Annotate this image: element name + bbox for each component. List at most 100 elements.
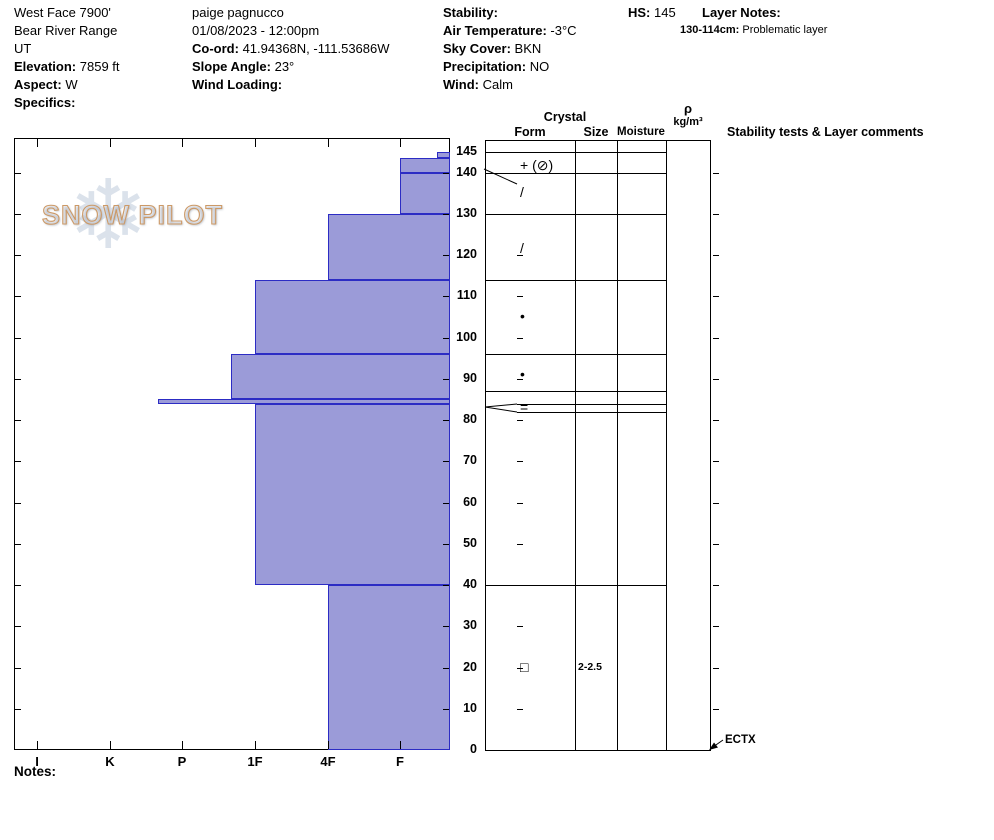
depth-tick-right xyxy=(443,213,449,215)
table-border-top xyxy=(485,140,711,141)
aspect: Aspect: W xyxy=(14,76,120,94)
hardness-axis-label: P xyxy=(177,754,187,769)
comments-column-tick xyxy=(713,708,719,710)
comments-column-tick xyxy=(713,585,719,586)
elevation-label: Elevation: xyxy=(14,59,77,74)
form-column-tick xyxy=(517,461,523,463)
site-name: West Face 7900' xyxy=(14,5,111,20)
moisture-density-divider xyxy=(666,140,667,750)
depth-tick-label: 30 xyxy=(463,618,477,633)
precipitation: Precipitation: NO xyxy=(443,58,577,76)
logo-text: SNOW PILOT xyxy=(41,199,223,230)
air-temp-label: Air Temperature: xyxy=(443,23,547,38)
sky-cover-label: Sky Cover: xyxy=(443,41,511,56)
sky-cover: Sky Cover: BKN xyxy=(443,40,577,58)
depth-tick-right xyxy=(443,172,449,174)
depth-tick-right xyxy=(443,502,449,504)
grain-size-label: 2-2.5 xyxy=(578,660,602,673)
depth-tick-left xyxy=(15,461,21,463)
crystal-header: Crystal xyxy=(543,110,587,124)
comments-column-tick xyxy=(713,172,719,174)
hardness-tick-top xyxy=(110,139,111,147)
slope-angle-value: 23° xyxy=(274,59,295,74)
coordinates: Co-ord: 41.94368N, -111.53686W xyxy=(192,40,390,58)
snow-layer-bar xyxy=(328,585,450,750)
stability-test-result: ECTX xyxy=(725,734,756,746)
comments-column-tick xyxy=(713,213,719,215)
hardness-axis-label: I xyxy=(35,754,39,769)
state: UT xyxy=(14,41,32,56)
depth-tick-right xyxy=(443,461,449,463)
hardness-tick-bottom xyxy=(182,741,183,749)
stability-label: Stability: xyxy=(443,5,498,20)
hardness-tick-bottom xyxy=(328,741,329,749)
depth-tick-right xyxy=(443,626,449,628)
hardness-tick-top xyxy=(37,139,38,147)
depth-tick-left xyxy=(15,502,21,504)
thin-layer-line xyxy=(517,411,666,413)
depth-tick-left xyxy=(15,378,21,380)
observation-datetime: 01/08/2023 - 12:00pm xyxy=(192,23,320,38)
comments-column-tick xyxy=(713,378,719,380)
depth-tick-label: 130 xyxy=(456,205,477,220)
depth-tick-left xyxy=(15,255,21,257)
header-col-observer: paige pagnucco 01/08/2023 - 12:00pm Co-o… xyxy=(192,4,390,94)
form-column-tick xyxy=(517,502,523,504)
snow-layer-bar xyxy=(158,399,450,404)
snow-layer-bar xyxy=(231,354,450,400)
grain-form-symbol: = xyxy=(520,398,529,415)
coord-label: Co-ord: xyxy=(192,41,239,56)
depth-tick-label: 90 xyxy=(463,370,477,385)
air-temp-value: -3°C xyxy=(550,23,577,38)
depth-tick-label: 70 xyxy=(463,453,477,468)
precip-value: NO xyxy=(529,59,550,74)
tests-column-header: Stability tests & Layer comments xyxy=(727,125,924,139)
layer-note-text: Problematic layer xyxy=(742,24,828,36)
snowflake-icon: ❄ xyxy=(68,162,149,269)
grain-form-symbol: / xyxy=(520,184,524,201)
form-column-tick xyxy=(517,337,523,339)
mountain-range: Bear River Range xyxy=(14,23,118,38)
comments-column-tick xyxy=(713,296,719,298)
coord-value: 41.94368N, -111.53686W xyxy=(242,41,390,56)
wind-loading: Wind Loading: xyxy=(192,76,390,94)
form-column-tick xyxy=(517,296,523,298)
air-temperature: Air Temperature: -3°C xyxy=(443,22,577,40)
comments-column-tick xyxy=(713,255,719,257)
hardness-tick-bottom xyxy=(400,741,401,749)
snow-layer-bar xyxy=(328,213,450,280)
layer-note-depth: 130-114cm: xyxy=(680,24,740,36)
layer-boundary-line xyxy=(486,213,666,215)
table-border-left xyxy=(485,140,486,750)
hardness-tick-top xyxy=(182,139,183,147)
layer-boundary-line xyxy=(486,152,666,153)
stability: Stability: xyxy=(443,4,577,22)
header-col-site: West Face 7900' Bear River Range UT Elev… xyxy=(14,4,120,112)
grain-form-symbol: • xyxy=(520,308,525,324)
wind-label: Wind: xyxy=(443,77,479,92)
hardness-axis-label: 4F xyxy=(320,754,336,769)
comments-column-tick xyxy=(713,461,719,463)
slope-angle: Slope Angle: 23° xyxy=(192,58,390,76)
snow-layer-bar xyxy=(400,172,450,214)
depth-tick-label: 140 xyxy=(456,164,477,179)
hardness-tick-top xyxy=(328,139,329,147)
wind-value: Calm xyxy=(482,77,513,92)
depth-tick-left xyxy=(15,337,21,339)
layer-boundary-line xyxy=(486,354,666,356)
moisture-column-header: Moisture xyxy=(617,126,665,138)
hardness-tick-top xyxy=(400,139,401,147)
depth-tick-left xyxy=(15,213,21,215)
depth-tick-label: 120 xyxy=(456,247,477,262)
header-col-weather: Stability: Air Temperature: -3°C Sky Cov… xyxy=(443,4,577,94)
depth-tick-left xyxy=(15,296,21,298)
depth-tick-label: 145 xyxy=(456,144,477,158)
snowpilot-logo: ❄ SNOW PILOT xyxy=(40,168,270,277)
form-column-tick xyxy=(517,543,523,545)
depth-tick-label: 50 xyxy=(463,535,477,550)
notes-label: Notes: xyxy=(14,764,57,779)
depth-tick-label: 20 xyxy=(463,659,477,674)
hardness-axis-label: 1F xyxy=(247,754,263,769)
